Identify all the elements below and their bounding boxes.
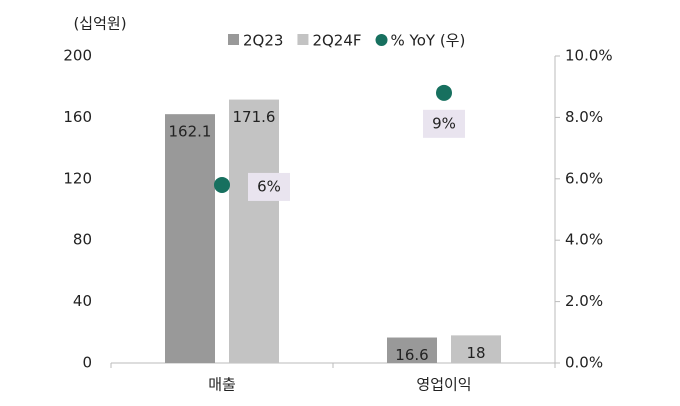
bar-value-label: 16.6 — [395, 346, 428, 364]
bar — [229, 99, 279, 364]
y2-tick-label: 6.0% — [565, 169, 603, 187]
bar-value-label: 162.1 — [169, 123, 212, 141]
value-label-box — [423, 109, 465, 138]
legend-label: 2Q23 — [243, 32, 283, 50]
y2-tick-label: 4.0% — [565, 231, 603, 249]
dot — [214, 176, 230, 193]
dot — [436, 84, 452, 101]
dot-value-label: 6% — [257, 177, 281, 195]
value-label-box — [248, 172, 290, 201]
legend-label: % YoY (우) — [391, 32, 466, 50]
y-tick-label: 40 — [73, 292, 92, 310]
x-tick-label: 영업이익 — [416, 376, 471, 394]
y2-tick-label: 10.0% — [565, 47, 613, 65]
bar-value-label: 171.6 — [233, 108, 276, 126]
bar — [451, 335, 501, 363]
y-axis-label: (십억원) — [73, 15, 126, 33]
y-tick-label: 160 — [63, 108, 92, 126]
x-tick-label: 매출 — [208, 376, 236, 394]
legend-marker — [228, 34, 239, 45]
bar — [387, 337, 437, 363]
y-tick-label: 120 — [63, 169, 92, 187]
legend-marker — [375, 34, 388, 46]
legend-marker — [297, 34, 309, 45]
y-tick-label: 80 — [73, 231, 92, 249]
bar — [165, 114, 215, 363]
y2-tick-label: 8.0% — [565, 108, 603, 126]
y2-tick-label: 2.0% — [565, 292, 603, 310]
y-tick-label: 200 — [63, 47, 92, 65]
legend-label: 2Q24F — [312, 32, 361, 50]
y-tick-label: 0 — [82, 354, 92, 372]
dot-value-label: 9% — [432, 114, 456, 132]
y2-tick-label: 0.0% — [565, 354, 603, 372]
bar-value-label: 18 — [466, 344, 485, 362]
